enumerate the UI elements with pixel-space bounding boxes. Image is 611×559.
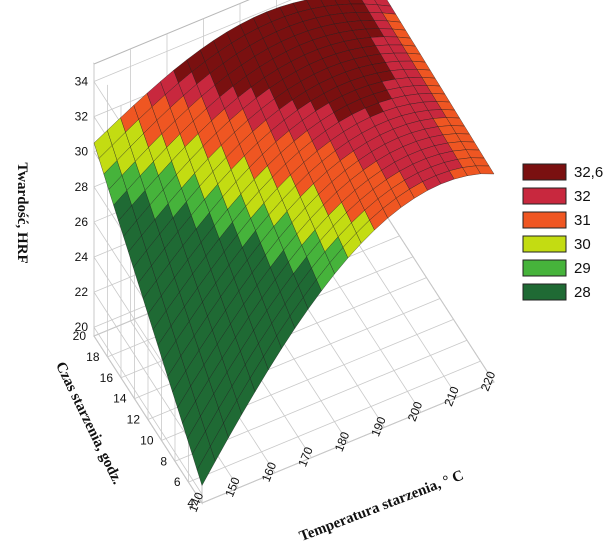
y-tick-label: 4	[187, 496, 194, 510]
legend-label: 28	[574, 284, 591, 301]
floor-gridline-y	[188, 360, 481, 483]
y-axis-title: Czas starzenia, godz.	[52, 359, 125, 487]
legend: 32,6 32 31 30 29 28	[522, 163, 603, 301]
z-tick-label: 22	[75, 285, 89, 299]
x-axis-title: Temperatura starzenia, ° C	[297, 468, 466, 546]
back-gridline-z	[93, 0, 292, 82]
y-tick-label: 10	[140, 433, 154, 447]
legend-label: 29	[574, 260, 591, 277]
floor-gridline-y	[201, 381, 495, 504]
z-tick-label: 34	[75, 75, 89, 89]
y-tick-label: 12	[127, 413, 141, 427]
legend-swatch	[522, 259, 567, 277]
y-tick-label: 6	[174, 475, 181, 489]
legend-label: 30	[574, 236, 591, 253]
z-tick-label: 26	[75, 215, 89, 229]
legend-swatch	[522, 235, 567, 253]
y-tick-label: 8	[160, 454, 167, 468]
y-tick-label: 18	[86, 350, 100, 364]
z-tick-label: 30	[75, 145, 89, 159]
z-tick-label: 20	[75, 320, 89, 334]
surface-cell	[475, 165, 495, 175]
z-tick-label: 32	[75, 110, 89, 124]
y-tick-label: 16	[100, 371, 114, 385]
surface	[93, 0, 495, 487]
y-tick-label: 14	[113, 392, 127, 406]
z-tick-label: 24	[75, 250, 89, 264]
z-tick-label: 28	[75, 180, 89, 194]
legend-swatch	[522, 187, 567, 205]
legend-swatch	[522, 283, 567, 301]
y-tick-label: 20	[73, 329, 87, 343]
legend-label: 32	[574, 188, 591, 205]
legend-swatch	[522, 163, 567, 181]
legend-swatch	[522, 211, 567, 229]
legend-label: 31	[574, 212, 591, 229]
legend-label: 32,6	[574, 164, 603, 181]
left-gridline-z	[93, 291, 203, 460]
left-gridline-z	[93, 327, 203, 495]
z-axis-title: Twardość, HRF	[14, 162, 30, 263]
